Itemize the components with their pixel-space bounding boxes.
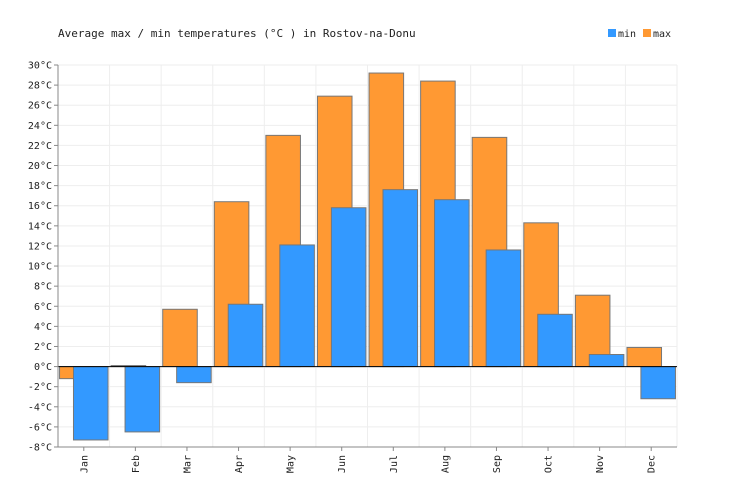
x-tick-label: Apr xyxy=(234,455,245,473)
y-tick-label: 22°C xyxy=(28,141,52,152)
y-tick-label: 18°C xyxy=(28,181,52,192)
x-tick-label: Dec xyxy=(647,455,658,473)
y-tick-label: 24°C xyxy=(28,121,52,132)
y-tick-label: -2°C xyxy=(28,382,52,393)
bar-min xyxy=(485,249,522,368)
x-tick-label: Feb xyxy=(131,455,142,473)
bar-min xyxy=(640,366,676,400)
grid xyxy=(57,64,678,448)
bar-min xyxy=(382,189,419,368)
chart-title: Average max / min temperatures (°C ) in … xyxy=(58,27,416,40)
bar-max xyxy=(626,346,663,368)
legend-max-label: max xyxy=(653,29,671,40)
legend: min max xyxy=(608,29,671,40)
y-tick-label: 6°C xyxy=(34,302,52,313)
x-tick-label: Nov xyxy=(595,455,606,473)
x-tick-label: Mar xyxy=(182,455,193,473)
x-tick-label: Oct xyxy=(544,455,555,473)
bar-min xyxy=(72,366,109,441)
y-tick-label: 30°C xyxy=(28,61,52,72)
y-tick-label: 26°C xyxy=(28,101,52,112)
x-tick-label: Sep xyxy=(492,455,503,473)
bar-min xyxy=(227,303,264,368)
bar-min xyxy=(124,366,161,433)
y-tick-label: 12°C xyxy=(28,241,52,252)
bars xyxy=(59,72,676,441)
legend-min-swatch xyxy=(608,29,616,37)
bar-min xyxy=(434,199,470,368)
bar-min xyxy=(279,244,315,368)
y-tick-label: 8°C xyxy=(34,282,52,293)
legend-max-swatch xyxy=(643,29,651,37)
x-tick-label: May xyxy=(286,455,297,473)
tick-labels: -8°C -6°C -4°C -2°C 0°C 2°C 4°C 6°C 8°C 10°C 12°C 1… xyxy=(28,61,658,474)
y-tick-label: 0°C xyxy=(34,362,52,373)
y-tick-label: 28°C xyxy=(28,81,52,92)
y-tick-label: -4°C xyxy=(28,402,52,413)
x-tick-label: Jan xyxy=(79,455,90,473)
bar-min xyxy=(588,354,625,368)
bar-min xyxy=(537,313,573,368)
x-tick-label: Aug xyxy=(440,455,451,473)
y-tick-label: 4°C xyxy=(34,322,52,333)
y-tick-label: -8°C xyxy=(28,443,52,454)
legend-min-label: min xyxy=(618,29,636,40)
y-tick-label: 10°C xyxy=(28,262,52,273)
y-tick-label: 20°C xyxy=(28,161,52,172)
y-tick-label: 2°C xyxy=(34,342,52,353)
bar-min xyxy=(330,207,367,368)
x-tick-label: Jun xyxy=(337,455,348,473)
bar-max xyxy=(162,308,198,368)
bar-min xyxy=(176,366,212,384)
x-tick-label: Jul xyxy=(389,455,400,473)
y-tick-label: -6°C xyxy=(28,422,52,433)
y-tick-label: 14°C xyxy=(28,221,52,232)
axes xyxy=(54,64,677,451)
y-tick-label: 16°C xyxy=(28,201,52,212)
